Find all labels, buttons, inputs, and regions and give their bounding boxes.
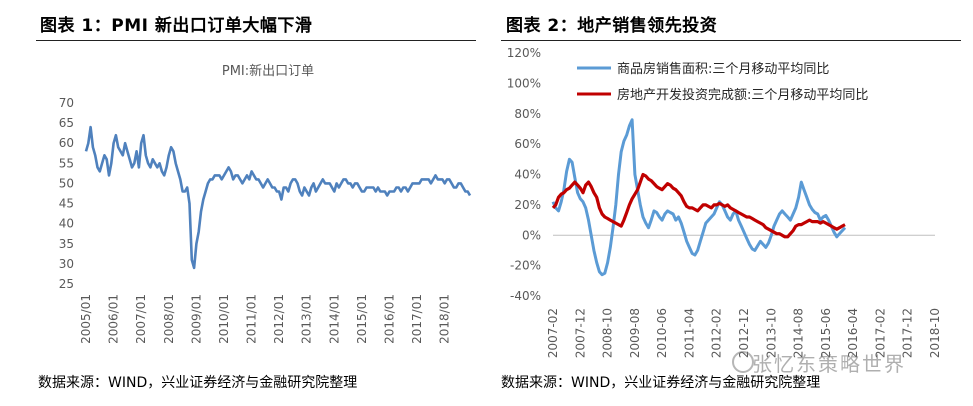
y-tick-label: 20%: [514, 198, 541, 212]
y-tick-label: 0%: [522, 228, 541, 242]
x-tick-label: 2014/01: [327, 294, 341, 344]
x-tick-label: 2008/01: [162, 294, 176, 344]
source-note-1: 数据来源：WIND，兴业证券经济与金融研究院整理: [38, 375, 358, 391]
y-tick-label: 60: [59, 136, 74, 150]
y-tick-label: 50: [59, 176, 74, 190]
y-tick-label: 40: [59, 217, 74, 231]
y-tick-label: 80%: [514, 107, 541, 121]
figure-title-1: 图表 1：PMI 新出口订单大幅下滑: [40, 16, 313, 36]
y-tick-label: 35: [59, 237, 74, 251]
figure-panel-2: 图表 2：地产销售领先投资 -40% -20% 0% 20% 40% 60% 80% 100%…: [487, 0, 973, 406]
figure-panel-1: 图表 1：PMI 新出口订单大幅下滑 PMI:新出口订单 25 30 35 40 45 5…: [0, 0, 486, 406]
x-tick-label: 2010/01: [217, 294, 231, 344]
property-sales-investment-chart: -40% -20% 0% 20% 40% 60% 80% 100% 120% 2007-02 200…: [507, 46, 942, 358]
y-tick-label: 25: [59, 277, 74, 291]
x-tick-label: 2013/01: [300, 294, 314, 344]
x-tick-label: 2018/01: [438, 294, 452, 344]
x-tick-label: 2012-02: [710, 308, 724, 358]
y-tick-label: 55: [59, 156, 74, 170]
x-tick-label: 2014-08: [792, 308, 806, 358]
y-tick-label: 60%: [514, 137, 541, 151]
pmi-export-orders-chart: PMI:新出口订单 25 30 35 40 45 50 55 60 65 70 2005/01 200…: [59, 63, 472, 344]
x-tick-label: 2016/01: [383, 294, 397, 344]
y-tick-label: -20%: [510, 259, 541, 273]
x-tick-label: 2018-10: [928, 308, 942, 358]
x-tick-label: 2015/01: [355, 294, 369, 344]
y-tick-label: 40%: [514, 168, 541, 182]
wechat-icon: [732, 351, 754, 373]
source-note-2: 数据来源：WIND，兴业证券经济与金融研究院整理: [501, 375, 821, 391]
series-line-pmi-export-orders: [84, 125, 472, 270]
x-tick-label: 2006/01: [107, 294, 121, 344]
x-tick-label: 2007/01: [134, 294, 148, 344]
x-tick-label: 2012/01: [272, 294, 286, 344]
x-tick-label: 2007-12: [573, 308, 587, 358]
x-tick-label: 2012-12: [737, 308, 751, 358]
y-tick-label: 120%: [507, 46, 541, 60]
title-rule-1: [36, 40, 476, 41]
chart-title: PMI:新出口订单: [222, 63, 314, 79]
x-tick-label: 2017/01: [410, 294, 424, 344]
x-tick-label: 2016-04: [846, 308, 860, 358]
figure-title-2: 图表 2：地产销售领先投资: [506, 16, 718, 36]
y-tick-label: 30: [59, 257, 74, 271]
x-tick-label: 2011/01: [245, 294, 259, 344]
x-tick-label: 2009/01: [189, 294, 203, 344]
x-tick-label: 2011-04: [682, 308, 696, 358]
x-tick-label: 2007-02: [546, 308, 560, 358]
x-tick-label: 2017-02: [873, 308, 887, 358]
x-tick-label: 2017-12: [901, 308, 915, 358]
x-tick-label: 2010-06: [655, 308, 669, 358]
y-tick-label: 100%: [507, 76, 541, 90]
watermark: 张忆东策略世界: [752, 352, 906, 376]
title-rule-2: [501, 40, 961, 41]
y-tick-label: 65: [59, 116, 74, 130]
legend-label: 商品房销售面积:三个月移动平均同比: [617, 61, 829, 77]
x-tick-label: 2008-10: [601, 308, 615, 358]
series-line-investment: [551, 172, 846, 239]
legend-label: 房地产开发投资完成额:三个月移动平均同比: [617, 87, 868, 103]
x-tick-label: 2013-10: [764, 308, 778, 358]
x-tick-label: 2015-06: [819, 308, 833, 358]
y-tick-label: -40%: [510, 289, 541, 303]
y-tick-label: 70: [59, 96, 74, 110]
y-tick-label: 45: [59, 197, 74, 211]
series-line-sales-area: [551, 118, 847, 277]
x-tick-label: 2009-08: [628, 308, 642, 358]
x-tick-label: 2005/01: [79, 294, 93, 344]
